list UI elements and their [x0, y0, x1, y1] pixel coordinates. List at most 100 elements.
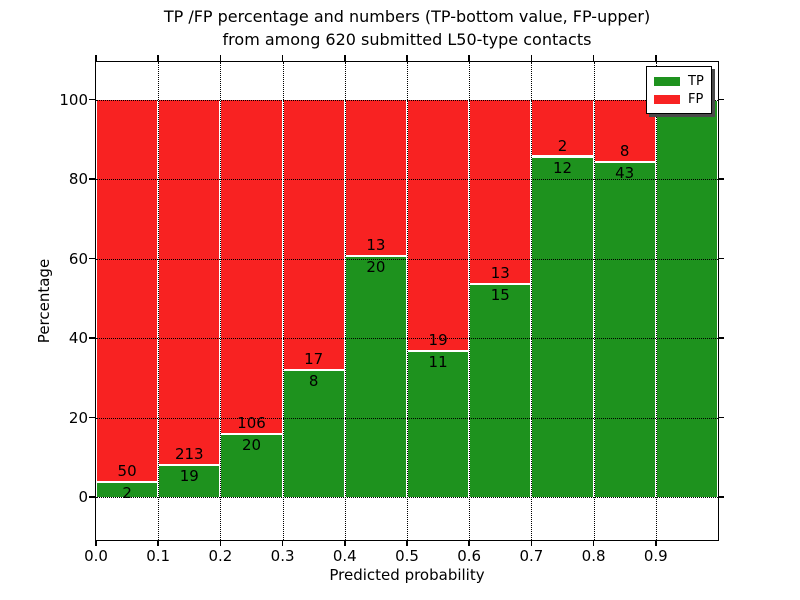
- x-tick-label: 0.4: [332, 547, 357, 565]
- y-tick-label: 0: [78, 488, 88, 507]
- x-tick-bottom: [655, 540, 657, 546]
- x-tick-top: [468, 54, 470, 61]
- bar-segment-fp: [470, 99, 531, 285]
- legend-key-fp: [654, 94, 680, 104]
- gridline-vertical: [282, 62, 284, 540]
- bar-segment-fp: [408, 99, 469, 352]
- tp-count-label: 20: [241, 436, 262, 455]
- x-tick-top: [655, 54, 657, 61]
- fp-count-label: 106: [237, 414, 266, 433]
- x-tick-label: 0.2: [208, 547, 233, 565]
- x-tick-label: 0.6: [457, 547, 482, 565]
- legend-label-tp: TP: [688, 73, 704, 89]
- gridline-vertical: [158, 62, 160, 540]
- x-tick-bottom: [281, 540, 284, 546]
- x-tick-label: 0.8: [581, 547, 606, 565]
- bar-segment-tp: [594, 162, 655, 498]
- chart-title: TP /FP percentage and numbers (TP-bottom…: [96, 5, 718, 51]
- x-tick-label: 0.3: [270, 547, 295, 565]
- x-tick-bottom: [95, 540, 97, 546]
- gridline-vertical: [407, 62, 408, 540]
- y-tick-label: 60: [68, 249, 88, 268]
- legend-item-fp: FP: [654, 90, 704, 108]
- y-tick-left: [88, 257, 95, 260]
- bar-segment-fp: [345, 99, 406, 257]
- fp-count-label: 19: [428, 331, 448, 350]
- tp-count-label: 8: [308, 371, 319, 390]
- bar-segment-fp: [221, 99, 282, 434]
- x-tick-bottom: [406, 540, 408, 546]
- gridline-vertical: [344, 62, 346, 540]
- gridline-vertical: [655, 62, 657, 540]
- gridline-horizontal: [96, 338, 718, 340]
- tp-count-label: 19: [179, 466, 199, 485]
- y-tick-left: [88, 337, 95, 339]
- x-tick-bottom: [592, 540, 595, 546]
- y-tick-right: [718, 178, 724, 180]
- bar-segment-fp: [594, 99, 655, 163]
- bar-segment-tp: [345, 256, 406, 498]
- fp-count-label: 213: [174, 444, 204, 463]
- y-tick-label: 80: [68, 170, 88, 189]
- bar-segment-tp: [656, 99, 717, 498]
- bar-segment-tp: [470, 284, 531, 498]
- y-tick-right: [718, 257, 724, 260]
- bar-segment-tp: [159, 464, 220, 498]
- bar-segment-tp: [408, 351, 469, 498]
- tp-count-label: 2: [122, 483, 132, 502]
- fp-count-label: 8: [619, 142, 630, 161]
- x-axis-label: Predicted probability: [329, 566, 485, 584]
- y-tick-left: [88, 416, 95, 419]
- bar-segment-fp: [97, 99, 158, 482]
- bar-segment-tp: [532, 156, 593, 498]
- x-tick-label: 0.5: [395, 547, 419, 565]
- gridline-horizontal: [96, 258, 718, 260]
- legend: TP FP: [646, 66, 712, 114]
- legend-key-tp: [654, 76, 680, 86]
- y-tick-right: [718, 416, 724, 419]
- fp-count-label: 13: [366, 236, 386, 255]
- tp-count-label: 11: [428, 353, 448, 372]
- legend-item-tp: TP: [654, 72, 704, 90]
- fp-count-label: 17: [304, 349, 324, 368]
- y-tick-label: 100: [59, 90, 88, 109]
- bar-segment-fp: [283, 99, 344, 370]
- x-tick-top: [406, 54, 408, 61]
- gridline-vertical: [220, 62, 222, 540]
- bar-segment-fp: [159, 99, 220, 465]
- chart-title-line2: from among 620 submitted L50-type contac…: [222, 30, 592, 49]
- y-tick-left: [88, 496, 95, 498]
- chart-title-line1: TP /FP percentage and numbers (TP-bottom…: [163, 7, 651, 26]
- gridline-vertical: [469, 62, 471, 540]
- x-tick-top: [157, 54, 159, 61]
- x-tick-label: 0.7: [519, 547, 544, 565]
- x-tick-bottom: [468, 540, 470, 546]
- y-tick-right: [718, 337, 724, 339]
- bar-segment-tp: [221, 434, 282, 498]
- fp-count-label: 2: [557, 136, 568, 155]
- x-tick-top: [219, 54, 222, 61]
- y-tick-left: [88, 98, 95, 101]
- y-tick-label: 20: [68, 408, 88, 427]
- x-tick-top: [95, 54, 97, 61]
- tp-count-label: 20: [366, 258, 386, 277]
- tp-count-label: 15: [490, 286, 510, 305]
- tp-count-label: 43: [615, 164, 635, 183]
- gridline-horizontal: [96, 179, 718, 181]
- gridline-vertical: [531, 62, 533, 540]
- bar-segment-fp: [532, 99, 593, 157]
- x-tick-top: [281, 54, 284, 61]
- fp-count-label: 50: [117, 461, 137, 480]
- y-tick-right: [718, 496, 724, 498]
- fp-count-label: 13: [490, 264, 510, 283]
- gridline-horizontal: [96, 99, 718, 101]
- x-tick-bottom: [344, 540, 346, 546]
- x-tick-bottom: [157, 540, 159, 546]
- gridline-horizontal: [96, 497, 718, 499]
- tp-count-label: 12: [552, 158, 573, 177]
- x-tick-top: [344, 54, 346, 61]
- x-tick-label: 0.1: [146, 547, 171, 565]
- gridline-vertical: [593, 62, 595, 540]
